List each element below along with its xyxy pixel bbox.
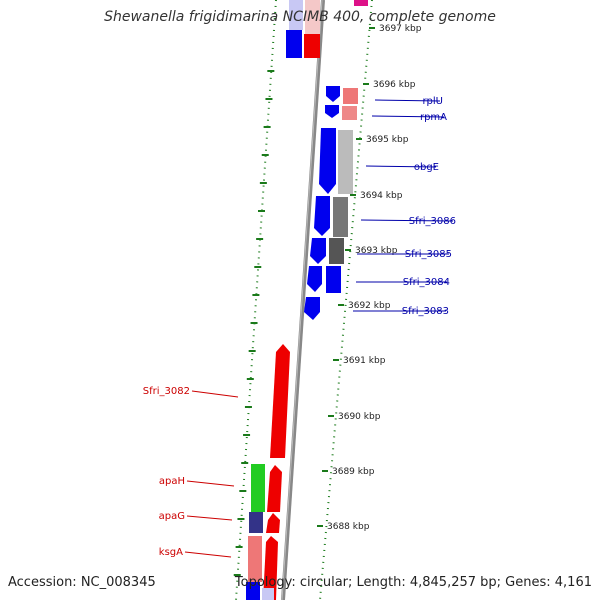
gene-rpmA-track: [342, 106, 357, 120]
minor-tick: [235, 546, 243, 548]
minor-tick: [252, 294, 260, 296]
gene-Sfri_3082-arrow: [270, 344, 290, 458]
gene-label-Sfri_3084: Sfri_3084: [403, 277, 450, 288]
gene-bottom-shade: [262, 588, 274, 600]
gene-top-magenta: [354, 0, 368, 6]
ruler-tick-mark: [338, 304, 344, 306]
minor-tick: [261, 154, 269, 156]
gene-Sfri_3086-arrow: [314, 196, 330, 236]
accession-text: Accession: NC_008345: [8, 575, 156, 590]
gene-Sfri_3086-track: [333, 197, 348, 237]
minor-tick: [241, 462, 249, 464]
minor-tick: [237, 518, 245, 520]
gene-top-forward-shade: [305, 0, 320, 34]
gene-label-ksgA: ksgA: [159, 547, 183, 558]
minor-tick: [263, 126, 271, 128]
ruler-tick-mark: [317, 525, 323, 527]
gene-rpmA-arrow: [325, 105, 339, 118]
ruler-tick-mark: [363, 83, 369, 85]
gene-label-Sfri_3083: Sfri_3083: [402, 306, 449, 317]
gene-label-Sfri_3082: Sfri_3082: [143, 386, 190, 397]
genome-backbone-highlight: [281, 0, 323, 600]
gene-label-leader: [184, 551, 232, 558]
gene-Sfri_3085-arrow: [310, 238, 326, 264]
minor-tick: [259, 182, 267, 184]
gene-label-leader: [365, 165, 437, 168]
ruler-tick-mark: [328, 415, 334, 417]
minor-tick: [267, 70, 275, 72]
gene-label-Sfri_3086: Sfri_3086: [409, 216, 456, 227]
gene-obgE-track: [338, 130, 353, 194]
inner-ruler-dots: [235, 0, 277, 600]
minor-tick: [250, 322, 258, 324]
gene-label-apaG: apaG: [159, 511, 185, 522]
ruler-tick-label: 3689 kbp: [332, 467, 375, 477]
ruler-tick-mark: [369, 27, 375, 29]
gene-label-leader: [371, 115, 445, 118]
gene-Sfri_3084-arrow: [307, 266, 322, 292]
ruler-tick-mark: [322, 470, 328, 472]
gene-label-Sfri_3085: Sfri_3085: [405, 249, 452, 260]
topology-text: Topology: circular; Length: 4,845,257 bp…: [234, 575, 592, 590]
ruler-tick-label: 3697 kbp: [379, 24, 422, 34]
gene-label-leader: [360, 219, 454, 222]
gene-apaG-arrow: [266, 513, 280, 533]
ruler-tick-mark: [350, 194, 356, 196]
gene-apaH-green: [251, 464, 265, 512]
gene-label-leader: [186, 515, 233, 521]
gene-labels: rplU rpmA obgE Sfri_3086 Sfri_3085 Sfri_3084 S…: [143, 96, 456, 558]
minor-tick: [254, 266, 262, 268]
gene-rplU-arrow: [326, 86, 340, 102]
minor-tick: [244, 406, 252, 408]
gene-ksgA-pink: [248, 536, 262, 582]
ruler-tick-label: 3695 kbp: [366, 135, 409, 145]
ruler-tick-label: 3690 kbp: [338, 412, 381, 422]
ruler-tick-label: 3696 kbp: [373, 80, 416, 90]
ruler-tick-mark: [345, 249, 351, 251]
ruler-tick-label: 3692 kbp: [348, 301, 391, 311]
gene-top-forward: [304, 34, 320, 58]
ruler-tick-label: 3694 kbp: [360, 191, 403, 201]
minor-tick: [248, 350, 256, 352]
gene-label-rpmA: rpmA: [420, 112, 447, 123]
minor-tick: [246, 378, 254, 380]
gene-apaG-navy: [249, 512, 263, 533]
minor-tick: [256, 238, 264, 240]
gene-label-leader: [191, 390, 239, 398]
ruler-ticks: 3697 kbp 3696 kbp 3695 kbp 3694 kbp 3693 kbp…: [317, 24, 422, 532]
gene-Sfri_3084-track: [326, 266, 341, 293]
ruler-tick-mark: [356, 138, 362, 140]
gene-apaH-arrow: [267, 465, 282, 512]
minor-tick: [243, 434, 251, 436]
gene-Sfri_3085-track: [329, 238, 344, 264]
gene-obgE-arrow: [319, 128, 336, 194]
genome-backbone: [281, 0, 325, 600]
ruler-tick-label: 3688 kbp: [327, 522, 370, 532]
minor-tick: [265, 98, 273, 100]
gene-label-leader: [186, 480, 235, 487]
minor-tick: [233, 574, 241, 576]
ruler-tick-label: 3693 kbp: [355, 246, 398, 256]
ruler-tick-label: 3691 kbp: [343, 356, 386, 366]
gene-label-obgE: obgE: [414, 162, 439, 173]
gene-top-reverse: [286, 30, 302, 58]
gene-ksgA-arrow: [263, 536, 278, 600]
minor-tick: [239, 490, 247, 492]
gene-Sfri_3083-arrow: [304, 297, 320, 320]
gene-label-rplU: rplU: [422, 96, 443, 107]
genome-title: Shewanella frigidimarina NCIMB 400, comp…: [104, 9, 496, 25]
gene-rplU-track: [343, 88, 358, 104]
gene-bottom-reverse: [246, 582, 260, 600]
minor-ticks: [233, 70, 275, 576]
minor-tick: [258, 210, 265, 212]
gene-features: [246, 0, 368, 600]
gene-top-reverse-shade: [289, 0, 303, 30]
gene-label-apaH: apaH: [159, 476, 185, 487]
gene-label-leader: [374, 99, 441, 102]
ruler-tick-mark: [333, 359, 339, 361]
